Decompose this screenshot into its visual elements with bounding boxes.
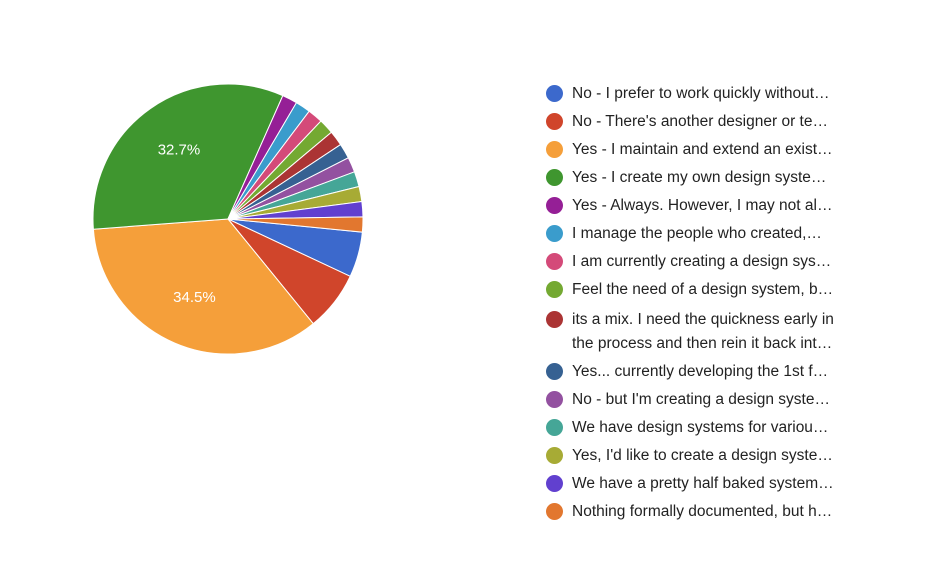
legend-label: Feel the need of a design system, b… <box>572 281 834 298</box>
legend-item-8[interactable]: Feel the need of a design system, b… <box>546 278 946 302</box>
legend-label: the process and then rein it back int… <box>572 335 833 352</box>
legend-item-6[interactable]: I manage the people who created,… <box>546 222 946 246</box>
legend-label: Yes... currently developing the 1st f… <box>572 363 829 380</box>
legend-label: No - I prefer to work quickly without… <box>572 85 830 102</box>
legend-label: No - There's another designer or te… <box>572 113 828 130</box>
legend-swatch-icon <box>546 447 563 464</box>
legend-item-1[interactable]: No - I prefer to work quickly without… <box>546 82 946 106</box>
legend-swatch-icon <box>546 281 563 298</box>
legend-label: Yes - I maintain and extend an exist… <box>572 141 833 158</box>
legend-swatch-icon <box>546 141 563 158</box>
legend-swatch-icon <box>546 85 563 102</box>
legend-item-11[interactable]: No - but I'm creating a design syste… <box>546 388 946 412</box>
legend-item-3[interactable]: Yes - I maintain and extend an exist… <box>546 138 946 162</box>
pie-slice-3 <box>92 218 314 355</box>
legend-label: I manage the people who created,… <box>572 225 822 242</box>
legend-item-12[interactable]: We have design systems for variou… <box>546 416 946 440</box>
legend-label: We have a pretty half baked system… <box>572 475 834 492</box>
legend-item-14[interactable]: We have a pretty half baked system… <box>546 472 946 496</box>
legend-label: No - but I'm creating a design syste… <box>572 391 830 408</box>
legend-label: I am currently creating a design sys… <box>572 253 832 270</box>
legend-swatch-icon <box>546 503 563 520</box>
slice-data-label-3: 34.5% <box>173 289 216 306</box>
legend-swatch-icon <box>546 391 563 408</box>
legend-item-10[interactable]: Yes... currently developing the 1st f… <box>546 360 946 384</box>
legend-swatch-icon <box>546 253 563 270</box>
legend-label: its a mix. I need the quickness early in <box>572 311 834 328</box>
legend-label: We have design systems for variou… <box>572 419 829 436</box>
legend-swatch-icon <box>546 225 563 242</box>
legend-swatch-icon <box>546 475 563 492</box>
legend-label: Yes - Always. However, I may not al… <box>572 197 833 214</box>
legend-label: Yes, I'd like to create a design syste… <box>572 447 833 464</box>
chart-legend: No - I prefer to work quickly without… No… <box>546 82 946 528</box>
legend-item-15[interactable]: Nothing formally documented, but h… <box>546 500 946 524</box>
legend-item-7[interactable]: I am currently creating a design sys… <box>546 250 946 274</box>
legend-swatch-icon <box>546 169 563 186</box>
legend-item-2[interactable]: No - There's another designer or te… <box>546 110 946 134</box>
legend-item-13[interactable]: Yes, I'd like to create a design syste… <box>546 444 946 468</box>
legend-swatch-icon <box>546 311 563 328</box>
legend-item-4[interactable]: Yes - I create my own design syste… <box>546 166 946 190</box>
legend-label: Nothing formally documented, but h… <box>572 503 833 520</box>
legend-swatch-icon <box>546 197 563 214</box>
legend-swatch-icon <box>546 419 563 436</box>
legend-label: Yes - I create my own design syste… <box>572 169 827 186</box>
pie-slice-15 <box>227 216 364 233</box>
legend-swatch-icon <box>546 363 563 380</box>
legend-item-5[interactable]: Yes - Always. However, I may not al… <box>546 194 946 218</box>
pie-slice-4 <box>92 83 284 230</box>
legend-swatch-icon <box>546 113 563 130</box>
slice-data-label-4: 32.7% <box>158 141 201 158</box>
legend-item-9[interactable]: its a mix. I need the quickness early in… <box>546 308 946 356</box>
